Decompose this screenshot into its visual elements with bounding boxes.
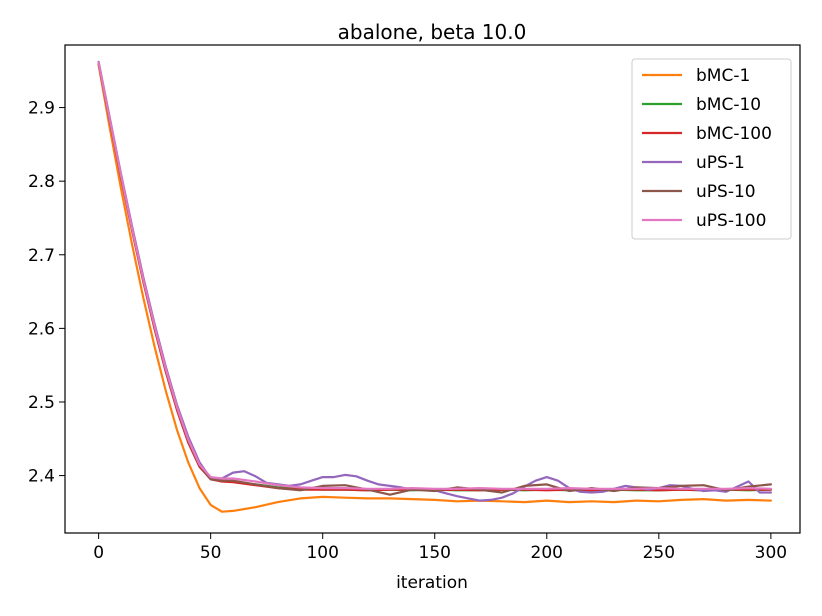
- x-tick-label: 150: [419, 543, 451, 563]
- x-tick-label: 300: [755, 543, 787, 563]
- legend-label-bmc-100: bMC-100: [696, 124, 772, 144]
- legend-label-ups-1: uPS-1: [696, 153, 745, 173]
- series-line-ups-100: [97, 61, 772, 490]
- x-tick-label: 100: [306, 543, 338, 563]
- y-tick-label: 2.8: [28, 172, 55, 192]
- x-tick-label: 50: [200, 543, 222, 563]
- plot-lines: [97, 60, 772, 513]
- y-tick-label: 2.5: [28, 393, 55, 413]
- legend-label-bmc-10: bMC-10: [696, 95, 761, 115]
- x-tick-label: 0: [93, 543, 104, 563]
- y-axis: 2.4 2.5 2.6 2.7 2.8 2.9: [28, 99, 65, 487]
- legend: bMC-1 bMC-10 bMC-100 uPS-1 uPS-10 uPS-100: [631, 58, 792, 240]
- chart-title: abalone, beta 10.0: [338, 20, 527, 44]
- x-tick-label: 200: [531, 543, 563, 563]
- y-tick-label: 2.9: [28, 99, 55, 119]
- y-tick-label: 2.4: [28, 467, 55, 487]
- x-tick-label: 250: [643, 543, 675, 563]
- y-tick-label: 2.7: [28, 246, 55, 266]
- legend-label-ups-10: uPS-10: [696, 182, 756, 202]
- y-tick-label: 2.6: [28, 319, 55, 339]
- x-axis-title: iteration: [396, 573, 468, 593]
- legend-label-ups-100: uPS-100: [696, 211, 766, 231]
- x-axis: 0 50 100 150 200 250 300: [93, 533, 787, 563]
- series-line-bmc-1: [97, 63, 772, 513]
- plot-frame: [64, 44, 801, 534]
- legend-label-bmc-1: bMC-1: [696, 66, 750, 86]
